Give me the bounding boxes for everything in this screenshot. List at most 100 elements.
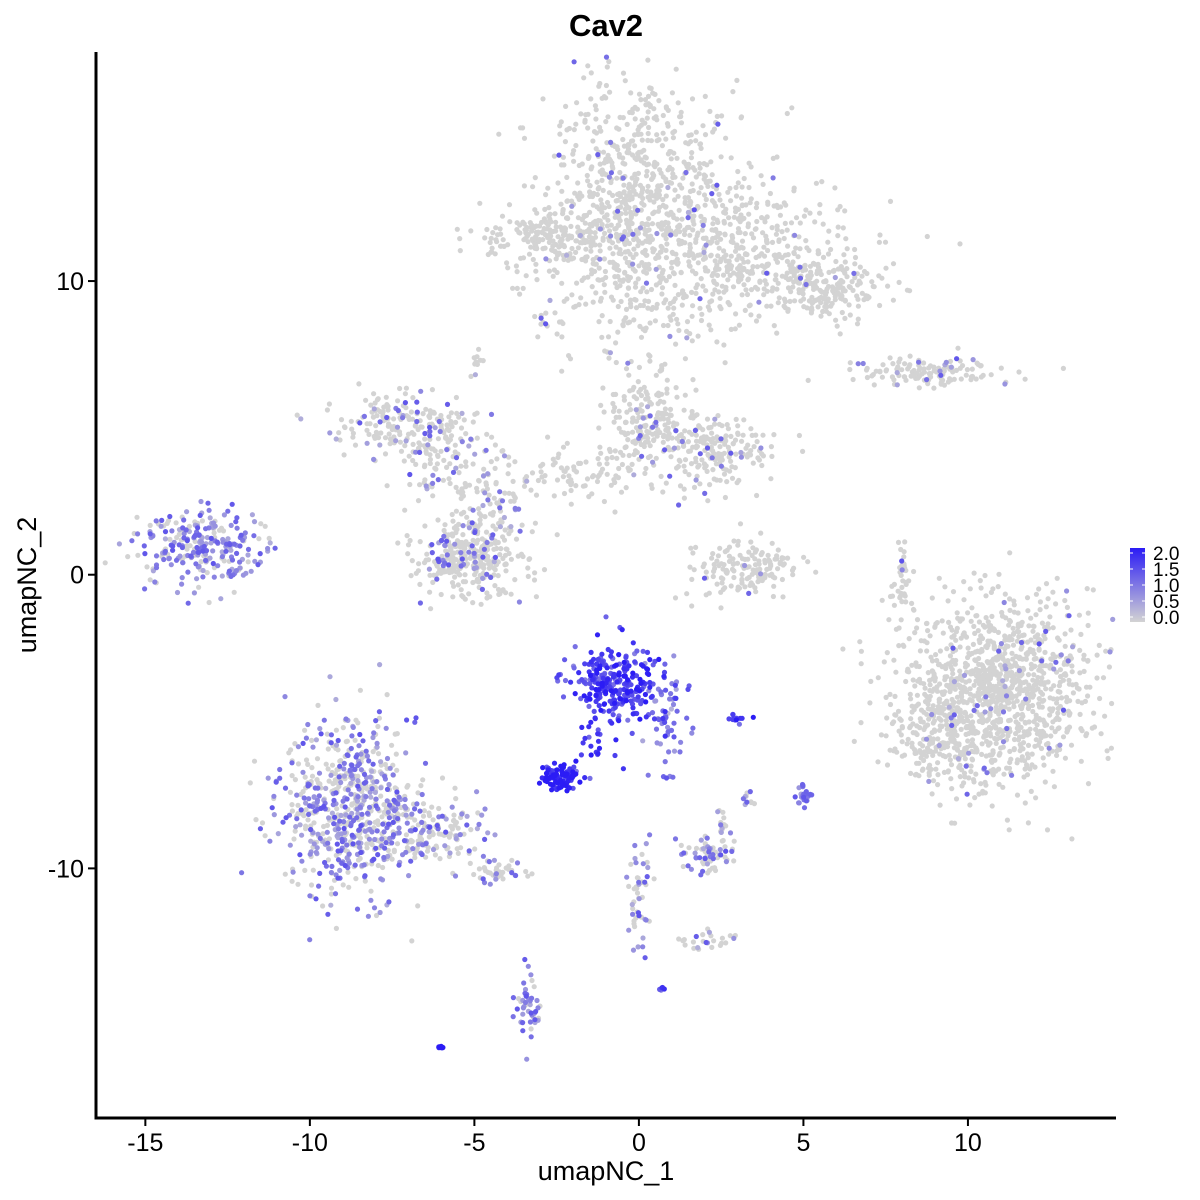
cell-point (685, 209, 692, 215)
cell-point (966, 775, 972, 781)
cell-point (646, 352, 652, 358)
cell-point (300, 789, 306, 795)
cell-point (1042, 649, 1048, 656)
cell-point (999, 609, 1005, 616)
cell-point (398, 448, 405, 454)
cell-point (926, 749, 933, 755)
cell-point (1041, 719, 1047, 725)
cell-point (527, 556, 533, 562)
cell-point (652, 318, 659, 324)
cell-point (295, 802, 301, 808)
cell-point (643, 389, 649, 395)
cell-point (602, 289, 608, 295)
cell-point (630, 415, 636, 421)
cell-point (1016, 691, 1022, 697)
cell-point (173, 520, 179, 526)
cell-point (635, 243, 641, 249)
cell-point (644, 168, 650, 174)
cell-point (943, 665, 949, 672)
cell-point (413, 461, 419, 467)
cell-point (605, 114, 611, 120)
cell-point (506, 454, 512, 460)
cell-point (630, 429, 636, 435)
cell-point (454, 846, 460, 852)
cell-point (930, 778, 937, 784)
cell-point (1010, 631, 1017, 637)
cell-point (702, 202, 708, 208)
cell-point (737, 521, 744, 527)
cell-point (1007, 664, 1014, 670)
cell-point (907, 353, 913, 359)
cell-point (946, 619, 952, 626)
cell-point (394, 767, 400, 773)
cell-point (1025, 705, 1031, 712)
cell-point (456, 470, 462, 476)
cell-point (907, 691, 913, 698)
cell-point (1110, 616, 1116, 623)
cell-point (404, 845, 410, 851)
cell-point (474, 485, 480, 491)
cell-point (660, 489, 666, 495)
cell-point (1041, 730, 1047, 736)
cell-point (457, 248, 463, 254)
cell-point (1050, 706, 1056, 712)
cell-point (375, 821, 381, 828)
cell-point (633, 280, 639, 286)
cell-point (645, 161, 652, 167)
cell-point (601, 256, 608, 262)
cell-point (438, 412, 444, 419)
cell-point (739, 556, 746, 562)
cell-point (387, 441, 393, 447)
cell-point (1037, 728, 1043, 735)
cell-point (423, 406, 429, 412)
cell-point (251, 519, 258, 525)
cell-point (634, 418, 640, 424)
cell-point (560, 206, 566, 213)
cell-point (442, 522, 448, 528)
cell-point (571, 467, 577, 473)
cell-point (817, 269, 823, 275)
cell-point (728, 253, 734, 259)
cell-point (835, 266, 842, 272)
cell-point (1085, 622, 1091, 629)
cell-point (743, 445, 749, 451)
cell-point (803, 207, 809, 213)
cell-point (738, 115, 744, 121)
cell-point (745, 556, 751, 562)
cell-point (525, 565, 531, 571)
cell-point (426, 829, 432, 835)
cell-point (292, 828, 298, 834)
cell-point (944, 699, 950, 705)
cell-point (529, 977, 535, 984)
cell-point (1010, 625, 1016, 631)
cell-point (592, 230, 598, 236)
cell-point (754, 264, 761, 270)
cell-point (705, 183, 711, 189)
cell-point (1096, 642, 1102, 649)
cell-point (675, 321, 681, 327)
cell-point (753, 226, 759, 232)
cell-point (1076, 612, 1082, 618)
cell-point (735, 226, 742, 232)
cell-point (605, 217, 611, 223)
cell-point (541, 567, 548, 573)
cell-point (552, 310, 558, 316)
cell-point (693, 438, 700, 444)
cell-point (870, 372, 876, 378)
cell-point (1011, 598, 1017, 604)
cell-point (635, 379, 641, 385)
cell-point (1060, 365, 1066, 371)
cell-point (167, 536, 173, 542)
cell-point (438, 570, 444, 576)
cell-point (932, 675, 938, 681)
cell-point (731, 838, 737, 844)
cell-point (912, 772, 919, 778)
cell-point (547, 237, 553, 243)
cell-point (517, 230, 523, 236)
cell-point (674, 216, 680, 222)
cell-point (528, 487, 534, 493)
cell-point (1032, 764, 1038, 770)
cell-point (670, 130, 676, 136)
cell-point (631, 384, 637, 390)
cell-point (748, 287, 755, 293)
